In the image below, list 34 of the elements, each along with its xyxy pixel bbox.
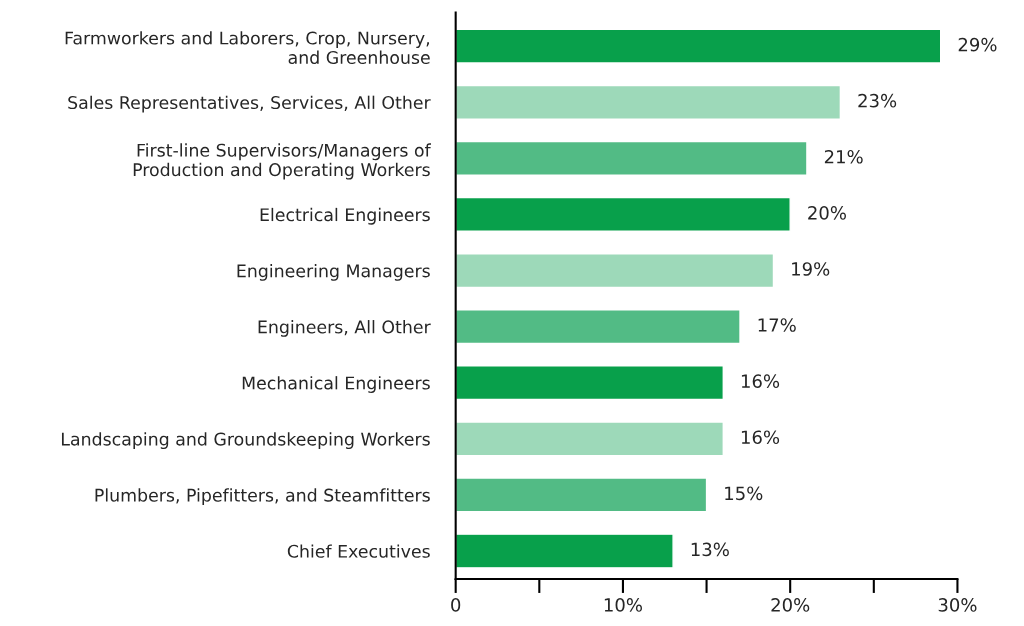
data-label: 13%: [691, 542, 729, 557]
data-label: 16%: [741, 374, 780, 388]
data-label: 29%: [958, 37, 997, 52]
y-tick-label: Mechanical Engineers: [242, 376, 430, 393]
y-tick-label: Engineers, All Other: [258, 320, 431, 337]
data-label: 20%: [808, 206, 846, 220]
y-tick-label: Electrical Engineers: [260, 207, 430, 225]
x-tick-label: 0: [451, 598, 461, 612]
y-tick-label: Chief Executives: [287, 544, 430, 558]
data-label: 17%: [758, 318, 796, 332]
data-label: 23%: [858, 93, 897, 108]
x-tick-label: 20%: [771, 598, 810, 612]
bar: [455, 533, 674, 569]
bar: [455, 421, 724, 457]
bar: [455, 365, 724, 401]
y-tick-label: Engineering Managers: [237, 263, 430, 281]
bar: [455, 196, 791, 232]
bar: [455, 140, 808, 176]
data-label: 16%: [741, 430, 780, 445]
bar: [455, 28, 942, 64]
bar: [455, 477, 708, 513]
data-label: 15%: [725, 486, 763, 501]
y-tick-label: Landscaping and Groundskeeping Workers: [61, 432, 430, 450]
y-tick-label: First-line Supervisors/Managers of Production and Operating Workers: [133, 143, 432, 180]
y-tick-label: Farmworkers and Laborers, Crop, Nursery, and Greenhouse: [65, 31, 430, 65]
data-label: 19%: [792, 262, 830, 276]
data-label: 21%: [824, 149, 863, 164]
bar: [455, 253, 775, 289]
y-tick-label: Sales Representatives, Services, All Other: [68, 95, 431, 113]
y-tick-label: Plumbers, Pipefitters, and Steamfitters: [95, 488, 430, 506]
x-tick-label: 10%: [604, 598, 642, 612]
bar: [455, 309, 741, 345]
bar: [455, 84, 842, 120]
x-tick-label: 30%: [938, 598, 977, 612]
